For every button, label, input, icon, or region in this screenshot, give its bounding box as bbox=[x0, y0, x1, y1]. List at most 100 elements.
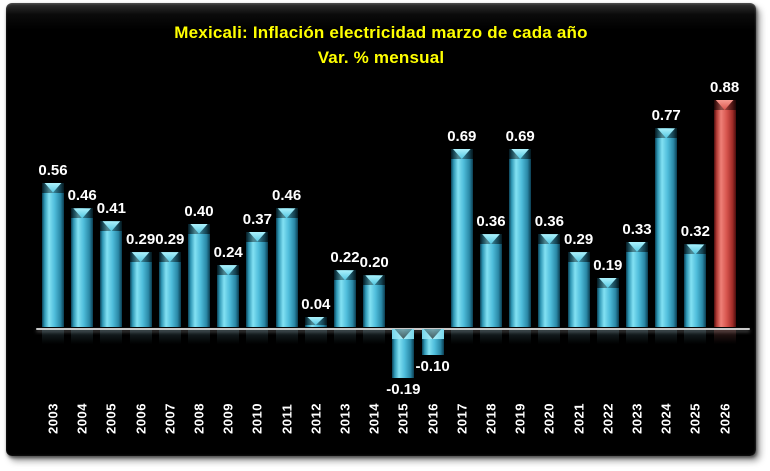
bar-cap bbox=[684, 244, 707, 255]
bar-reflection-2010 bbox=[246, 330, 269, 344]
x-tick-2010: 2010 bbox=[249, 403, 265, 435]
bar-reflection-2022 bbox=[596, 330, 619, 344]
bar-value-label-2016: -0.10 bbox=[415, 357, 450, 375]
x-tick-2005: 2005 bbox=[103, 403, 119, 435]
bar-2011 bbox=[275, 208, 298, 327]
bar-cap bbox=[509, 148, 532, 159]
bar-value-label-2025: 0.32 bbox=[680, 223, 710, 241]
bar-value-label-2004: 0.46 bbox=[67, 187, 97, 205]
bar-2019 bbox=[509, 148, 532, 327]
x-tick-2013: 2013 bbox=[337, 403, 353, 435]
x-tick-2003: 2003 bbox=[45, 403, 61, 435]
bar-cap bbox=[421, 329, 444, 339]
x-tick-2004: 2004 bbox=[74, 403, 90, 435]
bar-2024 bbox=[655, 128, 678, 327]
bar-value-label-2006: 0.29 bbox=[125, 231, 156, 249]
bar-value-label-2023: 0.33 bbox=[622, 220, 652, 238]
bar-cap bbox=[246, 231, 269, 242]
x-tick-2009: 2009 bbox=[220, 403, 236, 435]
bar-cap bbox=[188, 223, 210, 234]
bar-cap bbox=[217, 265, 240, 276]
plot-area: 0.56 2003 0.46 2004 0.41 2005 0.29 2006 0.29 2007… bbox=[6, 3, 756, 456]
bar-value-label-2003: 0.56 bbox=[38, 161, 68, 179]
bar-value-label-2011: 0.46 bbox=[271, 187, 302, 205]
bar-cap bbox=[304, 316, 327, 325]
bar-2015 bbox=[392, 329, 415, 379]
bar-2016 bbox=[421, 329, 444, 355]
bar-value-label-2017: 0.69 bbox=[447, 127, 477, 145]
x-tick-2016: 2016 bbox=[425, 403, 441, 435]
x-tick-2022: 2022 bbox=[600, 403, 616, 435]
bar-reflection-2014 bbox=[363, 330, 386, 344]
bar-value-label-2013: 0.22 bbox=[330, 249, 360, 267]
bar-cap bbox=[129, 252, 152, 263]
bar-2022 bbox=[596, 277, 619, 327]
bar-2012 bbox=[304, 316, 327, 327]
bar-2004 bbox=[71, 208, 94, 327]
bar-value-label-2018: 0.36 bbox=[476, 213, 506, 231]
bar-reflection-2018 bbox=[480, 330, 502, 344]
bar-reflection-2020 bbox=[538, 330, 561, 344]
bar-cap bbox=[42, 182, 64, 193]
bar-reflection-2009 bbox=[217, 330, 240, 344]
bar-cap bbox=[626, 241, 648, 252]
x-tick-2018: 2018 bbox=[483, 403, 499, 435]
bar-2005 bbox=[100, 221, 123, 327]
bar-value-label-2021: 0.29 bbox=[563, 231, 594, 249]
bar-cap bbox=[480, 234, 502, 245]
bar-value-label-2008: 0.40 bbox=[184, 202, 214, 220]
bar-value-label-2024: 0.77 bbox=[651, 107, 681, 125]
x-tick-2017: 2017 bbox=[454, 403, 470, 435]
bar-cap bbox=[275, 208, 298, 219]
bar-2013 bbox=[334, 270, 356, 327]
bar-reflection-2003 bbox=[42, 330, 64, 344]
bar-2010 bbox=[246, 231, 269, 327]
bar-cap bbox=[596, 277, 619, 288]
bar-cap bbox=[450, 148, 473, 159]
bar-cap bbox=[392, 329, 415, 339]
bar-2020 bbox=[538, 234, 561, 327]
bar-reflection-2013 bbox=[334, 330, 356, 344]
bar-cap bbox=[713, 99, 736, 110]
bar-cap bbox=[334, 270, 356, 281]
chart-title: Mexicali: Inflación electricidad marzo d… bbox=[6, 20, 756, 70]
x-tick-2006: 2006 bbox=[133, 403, 149, 435]
x-tick-2020: 2020 bbox=[541, 403, 557, 435]
x-tick-2008: 2008 bbox=[191, 403, 207, 435]
bar-2021 bbox=[567, 252, 590, 327]
x-tick-2023: 2023 bbox=[629, 403, 645, 435]
bar-2003 bbox=[42, 182, 64, 327]
bar-2025 bbox=[684, 244, 707, 327]
bar-2026 bbox=[713, 99, 736, 327]
bar-value-label-2012: 0.04 bbox=[301, 295, 331, 313]
bar-reflection-2006 bbox=[129, 330, 152, 344]
bar-reflection-2017 bbox=[450, 330, 473, 344]
x-tick-2021: 2021 bbox=[571, 403, 587, 435]
bar-reflection-2005 bbox=[100, 330, 123, 344]
x-tick-2025: 2025 bbox=[687, 403, 703, 435]
bar-value-label-2010: 0.37 bbox=[242, 210, 272, 228]
bar-2009 bbox=[217, 265, 240, 327]
chart-panel: Mexicali: Inflación electricidad marzo d… bbox=[6, 3, 756, 456]
bar-reflection-2004 bbox=[71, 330, 94, 344]
x-tick-2011: 2011 bbox=[279, 403, 295, 435]
bar-reflection-2019 bbox=[509, 330, 532, 344]
bar-reflection-2024 bbox=[655, 330, 678, 344]
bar-cap bbox=[100, 221, 123, 232]
x-tick-2007: 2007 bbox=[162, 403, 178, 435]
chart-title-line2: Var. % mensual bbox=[317, 48, 445, 67]
bar-value-label-2026: 0.88 bbox=[709, 78, 740, 96]
bar-cap bbox=[655, 128, 678, 139]
chart-title-line1: Mexicali: Inflación electricidad marzo d… bbox=[174, 23, 588, 42]
x-tick-2015: 2015 bbox=[395, 403, 411, 435]
x-tick-2026: 2026 bbox=[717, 403, 733, 435]
bar-2014 bbox=[363, 275, 386, 327]
bar-cap bbox=[363, 275, 386, 286]
bar-2008 bbox=[188, 223, 210, 327]
bar-value-label-2019: 0.69 bbox=[505, 127, 535, 145]
bar-cap bbox=[567, 252, 590, 263]
bar-2006 bbox=[129, 252, 152, 327]
bar-value-label-2009: 0.24 bbox=[213, 244, 243, 262]
bar-value-label-2020: 0.36 bbox=[534, 213, 564, 231]
